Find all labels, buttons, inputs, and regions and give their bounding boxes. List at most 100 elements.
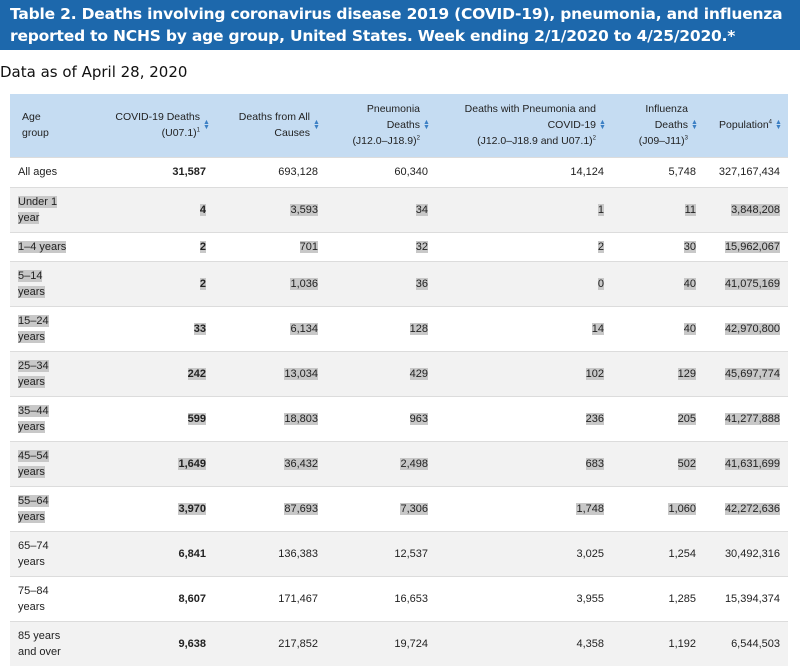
all-cause-deaths-cell: 3,593	[290, 203, 318, 216]
sort-up-down-icon[interactable]: ▲ ▼	[691, 119, 698, 132]
influenza-deaths-cell: 1,254	[668, 547, 696, 560]
table-row: 45–54 years 1,649 36,432 2,498 683 502 41,631,6…	[10, 441, 788, 486]
covid-deaths-cell: 33	[193, 322, 206, 335]
influenza-deaths-cell: 1,060	[668, 502, 696, 515]
pneumonia-covid-deaths-cell: 4,358	[576, 637, 604, 650]
column-header-pneumonia-deaths[interactable]: Pneumonia Deaths (J12.0–J18.9)2 ▲ ▼	[326, 94, 436, 157]
pneumonia-deaths-cell: 16,653	[394, 592, 428, 605]
age-group-cell: All ages	[18, 166, 58, 178]
influenza-deaths-cell: 40	[683, 277, 696, 290]
population-cell: 6,544,503	[731, 637, 780, 650]
pneumonia-deaths-cell: 128	[409, 322, 428, 335]
column-header-text: (J12.0–J18.9 and U07.1)2	[477, 135, 596, 148]
table-row: 75–84 years 8,607 171,467 16,653 3,955 1,285 15…	[10, 576, 788, 621]
age-group-cell: 55–64 years	[18, 494, 49, 523]
sort-up-down-icon[interactable]: ▲ ▼	[313, 119, 320, 132]
table-row: 55–64 years 3,970 87,693 7,306 1,748 1,060 42,2…	[10, 486, 788, 531]
column-header-text: Influenza	[645, 103, 688, 116]
all-cause-deaths-cell: 136,383	[278, 547, 318, 560]
column-header-text: (U07.1)1	[161, 127, 200, 140]
pneumonia-covid-deaths-cell: 102	[585, 367, 604, 380]
pneumonia-deaths-cell: 2,498	[400, 457, 428, 470]
population-cell: 15,394,374	[724, 592, 780, 605]
pneumonia-deaths-cell: 19,724	[394, 637, 428, 650]
column-header-text: COVID-19	[547, 119, 596, 132]
footnote-marker: 3	[684, 135, 688, 142]
age-group-cell: 25–34 years	[18, 359, 49, 388]
column-header-text: Deaths	[654, 119, 688, 132]
population-cell: 41,631,699	[724, 457, 780, 470]
table-row: 85 years and over 9,638 217,852 19,724 4,358 1…	[10, 621, 788, 666]
column-header-all-cause-deaths[interactable]: Deaths from All Causes ▲ ▼	[216, 94, 326, 157]
column-header-text: COVID-19 Deaths	[115, 111, 200, 124]
sort-up-down-icon[interactable]: ▲ ▼	[599, 119, 606, 132]
pneumonia-deaths-cell: 36	[415, 277, 428, 290]
influenza-deaths-cell: 1,285	[668, 592, 696, 605]
column-header-text: Population4	[719, 119, 772, 132]
column-header-text: Deaths with Pneumonia and	[464, 103, 596, 116]
population-cell: 45,697,774	[724, 367, 780, 380]
covid-deaths-cell: 6,841	[178, 547, 206, 560]
influenza-deaths-cell: 502	[677, 457, 696, 470]
influenza-deaths-cell: 40	[683, 322, 696, 335]
table-row: 35–44 years 599 18,803 963 236 205 41,277,888	[10, 396, 788, 441]
age-group-cell: 85 years and over	[18, 629, 61, 658]
footnote-marker: 2	[592, 135, 596, 142]
covid-deaths-cell: 599	[187, 412, 206, 425]
all-cause-deaths-cell: 18,803	[284, 412, 318, 425]
population-cell: 30,492,316	[724, 547, 780, 560]
influenza-deaths-cell: 11	[684, 203, 696, 216]
table-row: All ages 31,587 693,128 60,340 14,124 5,748 32…	[10, 157, 788, 187]
pneumonia-deaths-cell: 963	[409, 412, 428, 425]
pneumonia-covid-deaths-cell: 236	[585, 412, 604, 425]
sort-up-down-icon[interactable]: ▲ ▼	[775, 119, 782, 132]
covid-deaths-cell: 3,970	[178, 502, 206, 515]
column-header-text: Causes	[274, 127, 310, 140]
all-cause-deaths-cell: 217,852	[278, 637, 318, 650]
covid-deaths-cell: 1,649	[178, 457, 206, 470]
table-header-row: Age group COVID-19 Deaths (U07.1)1 ▲ ▼ Deaths …	[10, 94, 788, 157]
pneumonia-deaths-cell: 429	[409, 367, 428, 380]
population-cell: 3,848,208	[731, 203, 780, 216]
population-cell: 15,962,067	[724, 240, 780, 253]
all-cause-deaths-cell: 701	[299, 240, 318, 253]
pneumonia-covid-deaths-cell: 3,955	[576, 592, 604, 605]
column-header-influenza-deaths[interactable]: Influenza Deaths (J09–J11)3 ▲ ▼	[612, 94, 704, 157]
footnote-marker: 4	[768, 119, 772, 126]
covid-deaths-cell: 31,587	[172, 166, 206, 178]
column-header-pneumonia-covid-deaths[interactable]: Deaths with Pneumonia and COVID-19 (J12.0–…	[436, 94, 612, 157]
table-row: Under 1 year 4 3,593 34 1 11 3,848,208	[10, 187, 788, 232]
sort-up-down-icon[interactable]: ▲ ▼	[203, 119, 210, 132]
influenza-deaths-cell: 30	[683, 240, 696, 253]
covid-deaths-cell: 2	[199, 240, 206, 253]
table-row: 65–74 years 6,841 136,383 12,537 3,025 1,254 30…	[10, 531, 788, 576]
column-header-text: Age	[22, 111, 41, 124]
age-group-cell: 65–74 years	[18, 539, 49, 568]
influenza-deaths-cell: 129	[677, 367, 696, 380]
age-group-cell: 15–24 years	[18, 314, 49, 343]
age-group-cell: 1–4 years	[18, 240, 67, 253]
pneumonia-deaths-cell: 60,340	[394, 166, 428, 178]
column-header-text: Deaths	[386, 119, 420, 132]
table-body: All ages 31,587 693,128 60,340 14,124 5,748 32…	[10, 157, 788, 666]
covid-deaths-cell: 242	[187, 367, 206, 380]
population-cell: 327,167,434	[718, 166, 780, 178]
data-date-subtitle: Data as of April 28, 2020	[0, 63, 188, 81]
population-cell: 41,075,169	[724, 277, 780, 290]
pneumonia-covid-deaths-cell: 2	[597, 240, 604, 253]
column-header-text: (J09–J11)3	[638, 135, 688, 148]
covid-deaths-cell: 8,607	[178, 592, 206, 605]
pneumonia-covid-deaths-cell: 14	[591, 322, 604, 335]
pneumonia-covid-deaths-cell: 1,748	[576, 502, 604, 515]
age-group-cell: 45–54 years	[18, 449, 49, 478]
pneumonia-deaths-cell: 12,537	[394, 547, 428, 560]
age-group-cell: 5–14 years	[18, 269, 45, 298]
table-row: 25–34 years 242 13,034 429 102 129 45,697,774	[10, 351, 788, 396]
column-header-population[interactable]: Population4 ▲ ▼	[704, 94, 788, 157]
pneumonia-covid-deaths-cell: 1	[597, 203, 604, 216]
all-cause-deaths-cell: 171,467	[278, 592, 318, 605]
table-title: Table 2. Deaths involving coronavirus di…	[0, 0, 800, 50]
column-header-covid-deaths[interactable]: COVID-19 Deaths (U07.1)1 ▲ ▼	[82, 94, 216, 157]
sort-up-down-icon[interactable]: ▲ ▼	[423, 119, 430, 132]
pneumonia-deaths-cell: 7,306	[400, 502, 428, 515]
